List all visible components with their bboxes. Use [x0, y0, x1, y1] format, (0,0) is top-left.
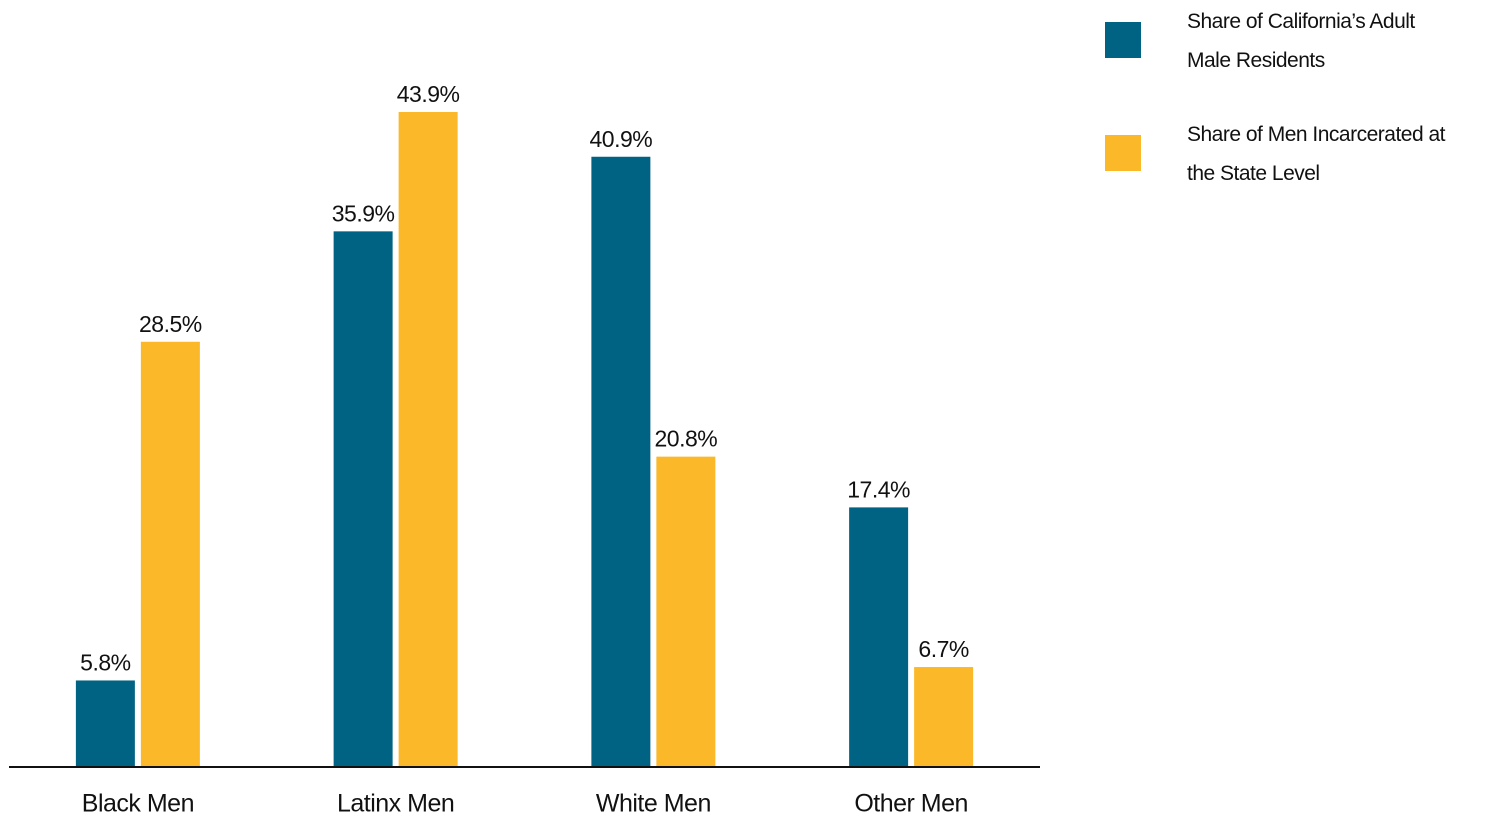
- bar: [333, 231, 393, 767]
- bar: [140, 341, 200, 767]
- bar: [656, 456, 716, 767]
- legend-swatch: [1105, 135, 1141, 171]
- legend-label: Share of California’s Adult Male Residen…: [1187, 10, 1415, 72]
- value-label: 43.9%: [397, 81, 460, 107]
- bar: [75, 680, 135, 767]
- value-label: 5.8%: [80, 649, 130, 675]
- value-label: 20.8%: [655, 426, 718, 452]
- bar: [591, 156, 651, 767]
- value-label: 35.9%: [332, 200, 395, 226]
- bar: [914, 667, 974, 767]
- x-tick-label: White Men: [596, 790, 711, 818]
- x-tick-label: Other Men: [854, 790, 968, 818]
- chart: Black Men 5.8% 28.5% Latinx Men 35.9% 43.9% Wh…: [9, 81, 1040, 818]
- value-label: 28.5%: [139, 311, 202, 337]
- value-label: 17.4%: [847, 476, 910, 502]
- bar: [849, 507, 909, 767]
- value-label: 40.9%: [590, 126, 653, 152]
- value-label: 6.7%: [918, 636, 968, 662]
- legend-swatch: [1105, 22, 1141, 58]
- bar: [398, 111, 458, 767]
- x-tick-label: Latinx Men: [337, 790, 454, 818]
- x-tick-label: Black Men: [82, 790, 194, 818]
- legend-label: Share of Men Incarcerated at the State L…: [1187, 123, 1446, 185]
